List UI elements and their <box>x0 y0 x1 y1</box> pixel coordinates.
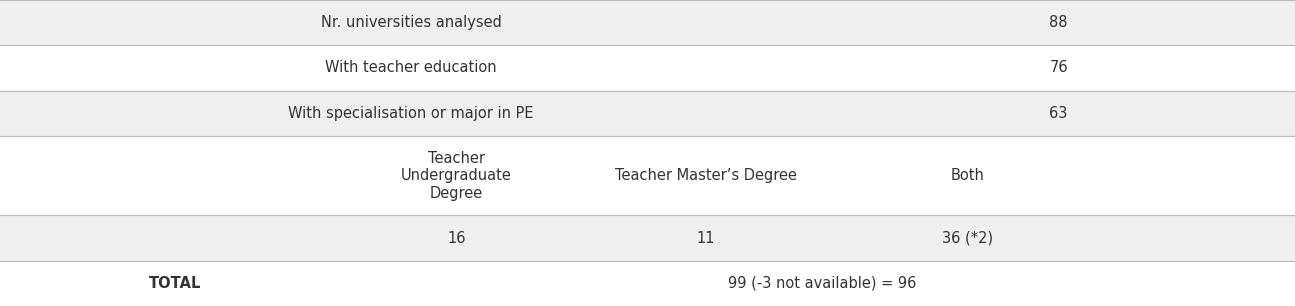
Text: With specialisation or major in PE: With specialisation or major in PE <box>289 106 534 121</box>
Text: TOTAL: TOTAL <box>149 276 201 291</box>
Text: 88: 88 <box>1049 15 1068 30</box>
Bar <box>0 0 1295 45</box>
Bar <box>0 91 1295 136</box>
Bar <box>0 215 1295 261</box>
Text: 99 (-3 not available) = 96: 99 (-3 not available) = 96 <box>728 276 917 291</box>
Bar <box>0 261 1295 306</box>
Text: With teacher education: With teacher education <box>325 60 497 76</box>
Text: 11: 11 <box>697 230 715 246</box>
Bar <box>0 136 1295 215</box>
Text: Teacher Master’s Degree: Teacher Master’s Degree <box>615 168 796 183</box>
Text: 16: 16 <box>447 230 466 246</box>
Text: 63: 63 <box>1049 106 1068 121</box>
Text: Teacher
Undergraduate
Degree: Teacher Undergraduate Degree <box>401 151 512 200</box>
Text: Both: Both <box>951 168 985 183</box>
Text: 36 (*2): 36 (*2) <box>943 230 993 246</box>
Text: Nr. universities analysed: Nr. universities analysed <box>321 15 501 30</box>
Bar <box>0 45 1295 91</box>
Text: 76: 76 <box>1049 60 1068 76</box>
